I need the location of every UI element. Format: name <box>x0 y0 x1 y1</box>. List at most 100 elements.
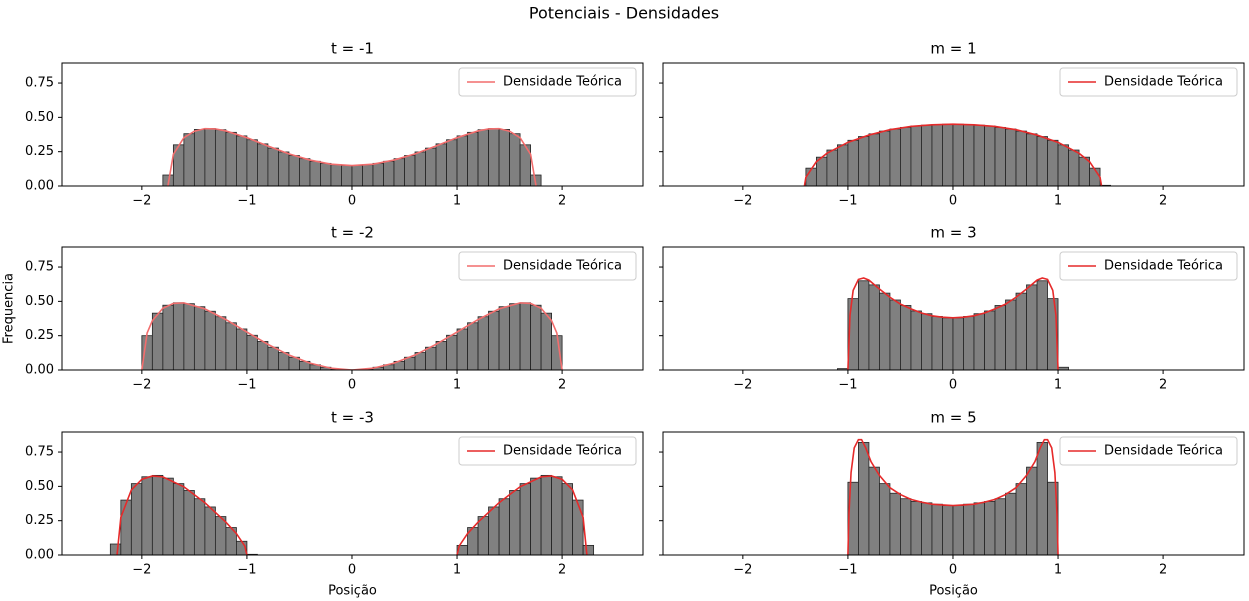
histogram-bar <box>193 306 206 370</box>
histogram-bar <box>477 129 489 186</box>
histogram-bar <box>1015 292 1027 370</box>
histogram-bar <box>984 125 996 186</box>
density-curve <box>141 302 563 370</box>
y-tick-label: 0.00 <box>25 363 54 378</box>
histogram-bar <box>467 131 479 186</box>
x-tick-label: 0 <box>949 194 957 209</box>
axes-frame <box>662 246 1245 371</box>
histogram-bar <box>572 499 584 555</box>
histogram-bar <box>456 135 468 186</box>
x-tick-label: 1 <box>1054 194 1062 209</box>
histogram-bar <box>826 149 838 186</box>
histogram-bar <box>984 501 996 555</box>
y-tick-label: 0.75 <box>25 76 54 91</box>
density-curve <box>167 127 537 186</box>
histogram-bar <box>973 313 985 370</box>
histogram-bar <box>498 306 510 370</box>
y-tick-label: 0.75 <box>25 260 54 275</box>
histogram-bar <box>879 483 891 555</box>
histogram-bar <box>519 483 531 555</box>
histogram-bar <box>214 316 227 370</box>
legend-label: Densidade Teórica <box>1104 75 1223 90</box>
histogram-bar <box>257 341 269 370</box>
histogram-bar <box>868 466 880 555</box>
legend-box <box>1059 251 1238 281</box>
histogram-bar <box>299 158 311 186</box>
histogram-bar <box>225 131 237 186</box>
histogram-bar <box>551 476 563 555</box>
histogram-bar <box>414 151 426 186</box>
histogram-bar <box>362 164 374 186</box>
subplot-title: m = 5 <box>930 409 976 427</box>
histogram-bar <box>530 304 542 370</box>
y-axis-label: Frequencia <box>2 273 17 344</box>
histogram-bar <box>246 139 258 186</box>
legend-box <box>1059 67 1238 97</box>
histogram-bar <box>498 498 510 555</box>
histogram-bar <box>267 346 279 370</box>
histogram-bar <box>109 543 122 555</box>
histogram-bar <box>1005 299 1017 370</box>
y-tick-label: 0.25 <box>25 513 54 528</box>
legend-box <box>458 251 637 281</box>
x-tick-label: −1 <box>838 378 857 393</box>
histogram-bar <box>994 305 1006 370</box>
x-tick-label: 0 <box>348 378 356 393</box>
histogram-bar <box>414 352 426 370</box>
histogram-bar <box>246 334 258 370</box>
axes-frame <box>61 62 644 187</box>
histogram-bar <box>519 302 531 370</box>
legend-box <box>458 436 637 466</box>
plot-area <box>837 277 1069 370</box>
histogram-bar <box>204 310 216 370</box>
histogram-bar <box>383 160 395 186</box>
legend-label: Densidade Teórica <box>1104 444 1223 459</box>
histogram-bar <box>225 322 237 370</box>
histogram-bar <box>236 135 248 186</box>
x-tick-label: 0 <box>348 194 356 209</box>
histogram-bar <box>204 506 216 555</box>
plot-area <box>162 127 542 186</box>
histogram-bar <box>1036 442 1048 555</box>
histogram-bar <box>931 316 943 370</box>
histogram-bar <box>984 310 996 370</box>
y-tick-label: 0.25 <box>25 144 54 159</box>
histogram-bar <box>994 498 1006 555</box>
x-tick-label: 1 <box>453 378 461 393</box>
histogram-bar <box>910 125 922 186</box>
histogram-bar <box>435 341 447 370</box>
histogram-bar <box>1068 149 1080 186</box>
y-tick-label: 0.25 <box>25 328 54 343</box>
histogram-bar <box>236 328 248 370</box>
histogram-bar <box>477 316 489 370</box>
histogram-bar <box>582 544 595 555</box>
histogram-bar <box>477 516 489 555</box>
x-tick-label: 2 <box>1159 194 1167 209</box>
histogram-bar <box>214 516 227 555</box>
x-tick-label: −2 <box>733 194 752 209</box>
subplot: m = 1 −2 −1 0 1 2 Densidade Teórica <box>659 40 1245 209</box>
y-tick-label: 0.50 <box>25 110 54 125</box>
plot-area <box>847 438 1059 555</box>
histogram-bar <box>183 133 195 186</box>
histogram-bar <box>900 305 912 370</box>
x-tick-label: 2 <box>1159 563 1167 578</box>
histogram-bar <box>278 151 290 186</box>
histogram-bar <box>330 164 342 186</box>
legend-label: Densidade Teórica <box>503 75 622 90</box>
density-curve <box>847 277 1059 370</box>
legend-box <box>458 67 637 97</box>
histogram-bar <box>942 123 954 186</box>
x-tick-label: 1 <box>1054 563 1062 578</box>
histogram-bar <box>1036 136 1048 186</box>
y-tick-label: 0.00 <box>25 548 54 563</box>
legend-label: Densidade Teórica <box>503 259 622 274</box>
y-tick-label: 0.50 <box>25 294 54 309</box>
y-tick-label: 0.00 <box>25 179 54 194</box>
subplot-title: t = -1 <box>331 40 374 58</box>
x-tick-label: 0 <box>949 563 957 578</box>
histogram-bar <box>393 158 405 186</box>
histogram-bar <box>921 502 933 555</box>
x-tick-label: 2 <box>1159 378 1167 393</box>
